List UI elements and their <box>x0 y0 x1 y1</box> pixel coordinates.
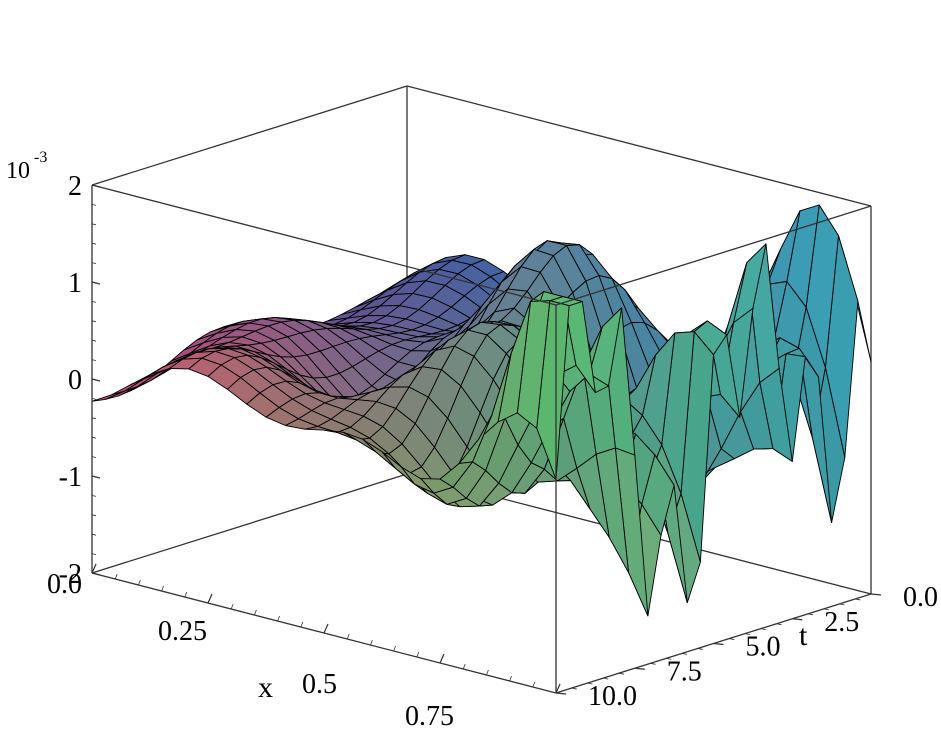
z-minor-tick <box>91 475 97 478</box>
x-tick <box>91 563 97 574</box>
t-tick <box>855 598 861 601</box>
x-tick-label: 0.0 <box>47 569 82 600</box>
t-tick <box>792 618 803 621</box>
x-tick <box>486 669 489 676</box>
x-tick <box>114 573 118 580</box>
z-minor-tick <box>91 204 97 206</box>
x-tick <box>462 663 466 670</box>
t-tick <box>634 667 645 670</box>
t-tick <box>729 638 735 640</box>
box-edge <box>406 85 872 207</box>
z-minor-tick <box>91 398 97 400</box>
box-edge <box>555 205 872 306</box>
x-tick <box>532 681 536 688</box>
t-axis-label: t <box>799 619 808 652</box>
t-tick <box>776 623 782 626</box>
t-tick <box>618 672 625 675</box>
t-tick <box>650 662 656 665</box>
box-edge <box>91 184 557 306</box>
x-tick <box>439 653 445 664</box>
z-minor-tick <box>91 242 97 245</box>
t-tick <box>823 608 829 611</box>
x-tick <box>555 683 561 694</box>
t-tick <box>555 692 567 695</box>
z-tick-label: 2 <box>68 171 82 202</box>
z-minor-tick <box>91 417 97 420</box>
x-tick-label: 0.5 <box>302 669 337 700</box>
t-tick <box>587 682 593 685</box>
x-tick-label: 0.25 <box>158 616 207 647</box>
z-minor-tick <box>91 339 97 342</box>
t-tick <box>870 593 882 596</box>
t-tick <box>666 657 672 660</box>
x-tick <box>300 621 304 628</box>
z-minor-tick <box>91 223 97 226</box>
x-tick <box>509 675 512 682</box>
z-minor-tick <box>91 436 97 439</box>
z-scale-base: 10 <box>6 158 30 184</box>
z-minor-tick <box>91 495 97 497</box>
x-tick-label: 0.75 <box>405 701 454 732</box>
z-minor-tick <box>91 533 97 536</box>
x-tick <box>277 615 280 622</box>
z-tick-label: -1 <box>59 462 82 493</box>
z-minor-tick <box>91 262 97 264</box>
t-tick-label: 2.5 <box>824 607 859 638</box>
t-tick <box>839 603 845 606</box>
x-tick <box>393 645 396 652</box>
t-tick <box>681 653 688 655</box>
t-tick <box>697 648 703 650</box>
z-minor-tick <box>91 301 97 303</box>
z-tick-label: 0 <box>68 365 82 396</box>
x-tick <box>138 579 141 586</box>
z-minor-tick <box>91 320 97 323</box>
t-tick-label: 7.5 <box>667 656 702 687</box>
surface-patch <box>91 390 125 402</box>
t-tick <box>807 613 814 616</box>
x-tick <box>207 593 213 604</box>
x-tick <box>161 585 164 592</box>
box-edge <box>91 85 408 186</box>
z-minor-tick <box>91 184 97 187</box>
z-tick-label: 1 <box>68 268 82 299</box>
x-axis-label: x <box>258 671 273 704</box>
z-minor-tick <box>91 514 97 517</box>
z-minor-tick <box>91 359 97 361</box>
x-tick <box>230 603 234 610</box>
box-edge <box>91 473 408 574</box>
t-tick-label: 5.0 <box>746 632 781 663</box>
z-tick-label: -2 <box>59 559 82 590</box>
surface-mesh <box>91 204 872 617</box>
x-tick <box>323 623 329 634</box>
z-scale-label: 10 -3 <box>6 149 47 184</box>
x-tick <box>184 591 188 598</box>
z-minor-tick <box>91 553 97 555</box>
t-tick <box>571 687 577 690</box>
z-minor-tick <box>91 281 97 284</box>
t-tick <box>603 677 609 680</box>
x-tick <box>416 651 420 658</box>
t-tick-label: 10.0 <box>588 681 637 712</box>
z-minor-tick <box>91 378 97 381</box>
t-tick <box>744 633 751 635</box>
t-tick <box>713 642 724 646</box>
t-tick <box>760 628 766 631</box>
x-tick <box>346 633 350 640</box>
z-minor-tick <box>91 456 97 458</box>
x-tick <box>370 639 373 646</box>
x-tick <box>254 609 257 616</box>
axis-ticks: 210-1-20.00.250.50.751.00.02.55.07.510.0 <box>47 171 938 732</box>
t-tick-label: 0.0 <box>903 582 938 613</box>
z-scale-exponent: -3 <box>34 149 47 166</box>
z-minor-tick <box>91 572 97 575</box>
